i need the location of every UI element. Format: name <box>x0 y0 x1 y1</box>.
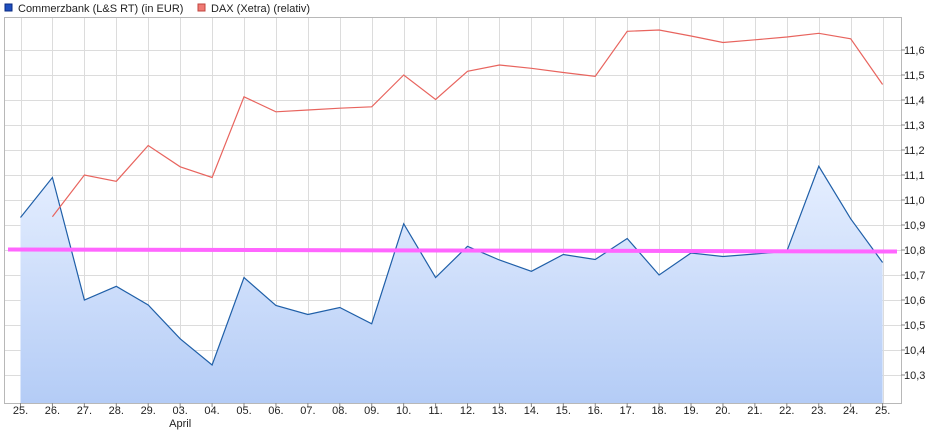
commerzbank-line <box>20 164 884 367</box>
x-tick-label: 22. <box>779 405 794 417</box>
x-tick-label: 03. <box>173 405 188 417</box>
x-tick-label: 19. <box>683 405 698 417</box>
y-tick-label: 10,5 <box>904 320 925 332</box>
y-tick-label: 10,3 <box>904 370 925 382</box>
y-tick-label: 11,2 <box>904 145 925 157</box>
x-tick-label: 27. <box>77 405 92 417</box>
x-tick-label: 15. <box>556 405 571 417</box>
y-tick-label: 11,1 <box>904 170 925 182</box>
y-tick-label: 11,0 <box>904 195 925 207</box>
x-tick-label: 23. <box>811 405 826 417</box>
y-tick-label: 11,4 <box>904 95 925 107</box>
x-tick-label: 25. <box>13 405 28 417</box>
legend-swatch-commerzbank <box>4 3 13 12</box>
x-tick-label: 14. <box>524 405 539 417</box>
x-tick-label: 17. <box>620 405 635 417</box>
y-tick-label: 10,9 <box>904 220 925 232</box>
y-tick-label: 10,4 <box>904 345 925 357</box>
x-tick-label: 04. <box>204 405 219 417</box>
x-tick-label: 12. <box>460 405 475 417</box>
legend-label-dax: DAX (Xetra) (relativ) <box>211 3 310 15</box>
x-tick-label: 20. <box>715 405 730 417</box>
legend: Commerzbank (L&S RT) (in EUR) DAX (Xetra… <box>4 3 310 15</box>
x-tick-label: 09. <box>364 405 379 417</box>
x-tick-label: 26. <box>45 405 60 417</box>
reference-line <box>7 247 898 254</box>
x-tick-label: 13. <box>492 405 507 417</box>
x-month-label: April <box>169 418 191 430</box>
x-tick-label: 18. <box>651 405 666 417</box>
x-tick-label: 07. <box>300 405 315 417</box>
x-tick-label: 11. <box>428 405 442 417</box>
legend-label-commerzbank: Commerzbank (L&S RT) (in EUR) <box>18 3 183 15</box>
x-tick-label: 08. <box>332 405 347 417</box>
y-tick-label: 10,6 <box>904 295 925 307</box>
commerzbank-area <box>20 166 883 403</box>
y-tick-label: 10,8 <box>904 245 925 257</box>
y-axis: 10,3 10,4 10,5 10,6 10,7 10,8 10,9 11,0 11,1 11,2… <box>901 45 925 382</box>
x-tick-label: 24. <box>843 405 858 417</box>
y-tick-label: 10,7 <box>904 270 925 282</box>
x-tick-label: 28. <box>109 405 124 417</box>
y-tick-label: 11,5 <box>904 70 925 82</box>
y-tick-label: 11,6 <box>904 45 925 57</box>
x-tick-label: 25. <box>875 405 890 417</box>
x-tick-label: 21. <box>747 405 762 417</box>
x-tick-label: 16. <box>588 405 603 417</box>
dax-line <box>51 29 884 218</box>
x-axis: 25. 26. 27. 28. 29. 03. 04. 05. 06. 07. 08. 09. 10. 1… <box>13 403 890 417</box>
x-tick-label: 10. <box>396 405 411 417</box>
y-tick-label: 11,3 <box>904 120 925 132</box>
x-tick-label: 05. <box>236 405 251 417</box>
x-tick-label: 29. <box>141 405 156 417</box>
x-tick-label: 06. <box>268 405 283 417</box>
legend-swatch-dax <box>197 3 206 12</box>
